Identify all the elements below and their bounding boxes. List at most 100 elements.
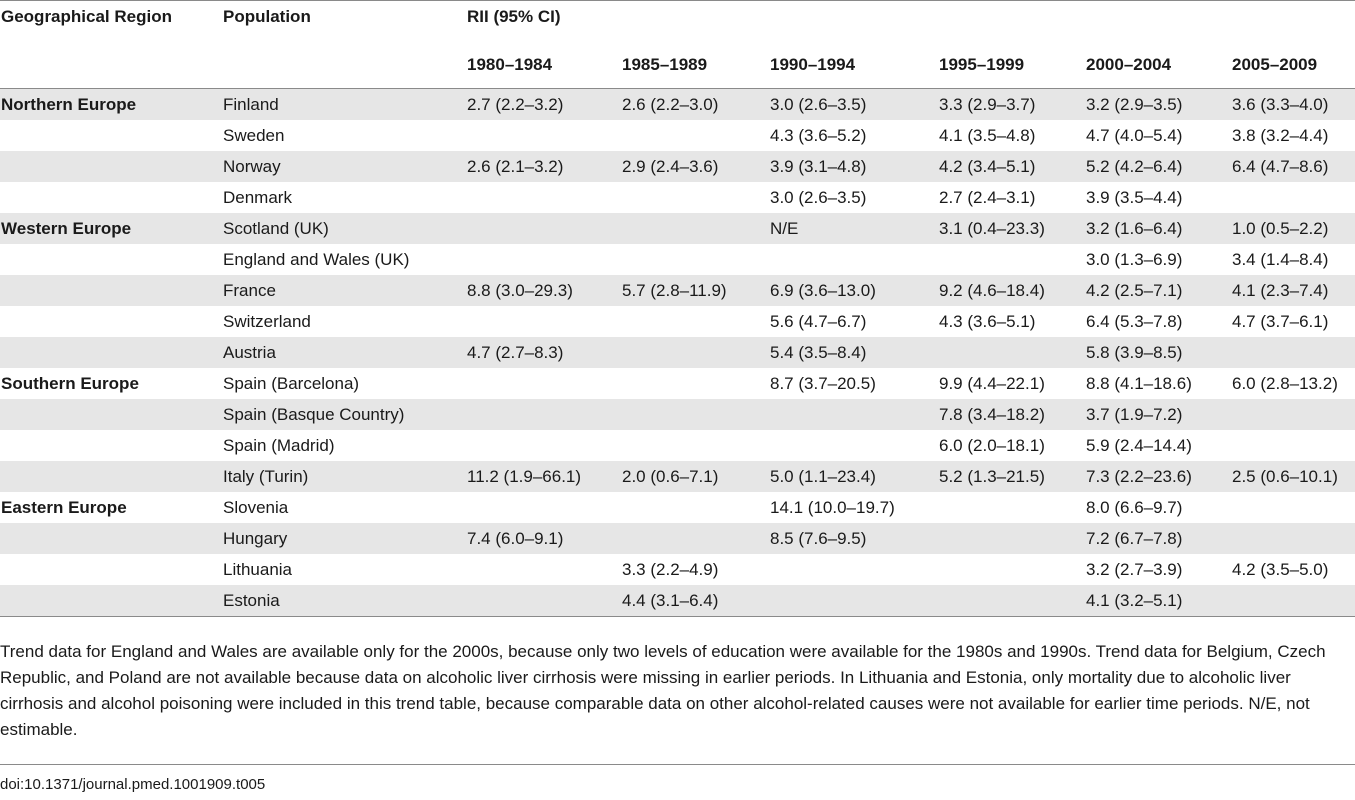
cell-region (0, 399, 222, 430)
cell-region (0, 275, 222, 306)
cell-rii-value: 4.3 (3.6–5.1) (938, 306, 1085, 337)
cell-rii-value: 5.2 (1.3–21.5) (938, 461, 1085, 492)
cell-population: Spain (Barcelona) (222, 368, 466, 399)
cell-region (0, 554, 222, 585)
cell-rii-value (466, 585, 621, 617)
cell-rii-value (1231, 337, 1355, 368)
doi-link[interactable]: doi:10.1371/journal.pmed.1001909.t005 (0, 776, 266, 793)
cell-rii-value: 5.4 (3.5–8.4) (769, 337, 938, 368)
cell-rii-value: 6.4 (5.3–7.8) (1085, 306, 1231, 337)
cell-rii-value: 2.9 (2.4–3.6) (621, 151, 769, 182)
cell-rii-value (1231, 182, 1355, 213)
cell-rii-value (621, 399, 769, 430)
cell-rii-value (621, 523, 769, 554)
header-rii: RII (95% CI) (466, 0, 1355, 47)
cell-rii-value (466, 399, 621, 430)
header-period: 1985–1989 (621, 47, 769, 89)
cell-rii-value (1231, 585, 1355, 617)
header-period: 1990–1994 (769, 47, 938, 89)
cell-rii-value: 3.0 (2.6–3.5) (769, 182, 938, 213)
cell-rii-value: 5.0 (1.1–23.4) (769, 461, 938, 492)
cell-rii-value: 6.0 (2.0–18.1) (938, 430, 1085, 461)
cell-rii-value: 8.0 (6.6–9.7) (1085, 492, 1231, 523)
cell-region (0, 182, 222, 213)
cell-rii-value: 3.9 (3.5–4.4) (1085, 182, 1231, 213)
cell-rii-value (1231, 523, 1355, 554)
cell-rii-value (621, 244, 769, 275)
cell-region: Western Europe (0, 213, 222, 244)
cell-rii-value: N/E (769, 213, 938, 244)
cell-rii-value: 4.3 (3.6–5.2) (769, 120, 938, 151)
cell-rii-value (621, 213, 769, 244)
cell-rii-value: 4.2 (2.5–7.1) (1085, 275, 1231, 306)
cell-rii-value: 5.9 (2.4–14.4) (1085, 430, 1231, 461)
cell-rii-value (621, 306, 769, 337)
cell-rii-value: 3.2 (2.7–3.9) (1085, 554, 1231, 585)
cell-rii-value (621, 182, 769, 213)
table-row: Italy (Turin) 11.2 (1.9–66.1) 2.0 (0.6–7.1… (0, 461, 1355, 492)
cell-rii-value: 2.7 (2.2–3.2) (466, 88, 621, 120)
cell-population: Slovenia (222, 492, 466, 523)
table-row: England and Wales (UK) 3.0 (1.3–6.9) 3.4 (… (0, 244, 1355, 275)
table-row: Spain (Basque Country) 7.8 (3.4–18.2) 3.7 … (0, 399, 1355, 430)
header-population: Population (222, 0, 466, 47)
table-row: Austria 4.7 (2.7–8.3) 5.4 (3.5–8.4) 5.8 (3.… (0, 337, 1355, 368)
cell-rii-value: 3.6 (3.3–4.0) (1231, 88, 1355, 120)
cell-population: Switzerland (222, 306, 466, 337)
cell-rii-value: 5.8 (3.9–8.5) (1085, 337, 1231, 368)
cell-rii-value (466, 244, 621, 275)
cell-rii-value: 3.7 (1.9–7.2) (1085, 399, 1231, 430)
cell-rii-value: 2.5 (0.6–10.1) (1231, 461, 1355, 492)
cell-rii-value: 7.8 (3.4–18.2) (938, 399, 1085, 430)
cell-rii-value: 3.2 (1.6–6.4) (1085, 213, 1231, 244)
table-body: Northern Europe Finland 2.7 (2.2–3.2) 2.6 (… (0, 88, 1355, 617)
cell-rii-value: 6.4 (4.7–8.6) (1231, 151, 1355, 182)
cell-population: Italy (Turin) (222, 461, 466, 492)
cell-region (0, 120, 222, 151)
cell-rii-value (938, 244, 1085, 275)
cell-rii-value (466, 492, 621, 523)
cell-rii-value: 4.1 (3.5–4.8) (938, 120, 1085, 151)
cell-rii-value: 8.7 (3.7–20.5) (769, 368, 938, 399)
cell-region (0, 306, 222, 337)
cell-region: Northern Europe (0, 88, 222, 120)
table-row: Denmark 3.0 (2.6–3.5) 2.7 (2.4–3.1) 3.9 (3.… (0, 182, 1355, 213)
cell-rii-value: 4.2 (3.4–5.1) (938, 151, 1085, 182)
cell-population: Spain (Madrid) (222, 430, 466, 461)
divider (0, 764, 1355, 765)
cell-rii-value: 8.8 (3.0–29.3) (466, 275, 621, 306)
table-row: Western Europe Scotland (UK) N/E 3.1 (0.4–2… (0, 213, 1355, 244)
cell-rii-value (466, 368, 621, 399)
cell-population: Norway (222, 151, 466, 182)
cell-rii-value: 9.2 (4.6–18.4) (938, 275, 1085, 306)
cell-rii-value: 3.4 (1.4–8.4) (1231, 244, 1355, 275)
cell-rii-value (466, 430, 621, 461)
cell-rii-value: 4.7 (4.0–5.4) (1085, 120, 1231, 151)
header-blank (222, 47, 466, 89)
table-row: Eastern Europe Slovenia 14.1 (10.0–19.7) 8.… (0, 492, 1355, 523)
cell-population: Lithuania (222, 554, 466, 585)
cell-rii-value: 8.8 (4.1–18.6) (1085, 368, 1231, 399)
cell-rii-value: 4.1 (2.3–7.4) (1231, 275, 1355, 306)
cell-population: Scotland (UK) (222, 213, 466, 244)
cell-rii-value: 4.1 (3.2–5.1) (1085, 585, 1231, 617)
header-region: Geographical Region (0, 0, 222, 47)
table-row: Spain (Madrid) 6.0 (2.0–18.1) 5.9 (2.4–14.… (0, 430, 1355, 461)
cell-rii-value (769, 399, 938, 430)
table-row: Northern Europe Finland 2.7 (2.2–3.2) 2.6 (… (0, 88, 1355, 120)
cell-rii-value (938, 523, 1085, 554)
cell-rii-value: 2.6 (2.2–3.0) (621, 88, 769, 120)
cell-rii-value: 7.3 (2.2–23.6) (1085, 461, 1231, 492)
cell-rii-value: 11.2 (1.9–66.1) (466, 461, 621, 492)
cell-rii-value: 5.6 (4.7–6.7) (769, 306, 938, 337)
cell-rii-value: 3.9 (3.1–4.8) (769, 151, 938, 182)
cell-rii-value (621, 492, 769, 523)
table-row: Hungary 7.4 (6.0–9.1) 8.5 (7.6–9.5) 7.2 (6.… (0, 523, 1355, 554)
cell-population: France (222, 275, 466, 306)
cell-rii-value: 2.0 (0.6–7.1) (621, 461, 769, 492)
table-row: Southern Europe Spain (Barcelona) 8.7 (3.7… (0, 368, 1355, 399)
header-period: 2005–2009 (1231, 47, 1355, 89)
cell-population: England and Wales (UK) (222, 244, 466, 275)
cell-rii-value (938, 554, 1085, 585)
cell-rii-value: 9.9 (4.4–22.1) (938, 368, 1085, 399)
